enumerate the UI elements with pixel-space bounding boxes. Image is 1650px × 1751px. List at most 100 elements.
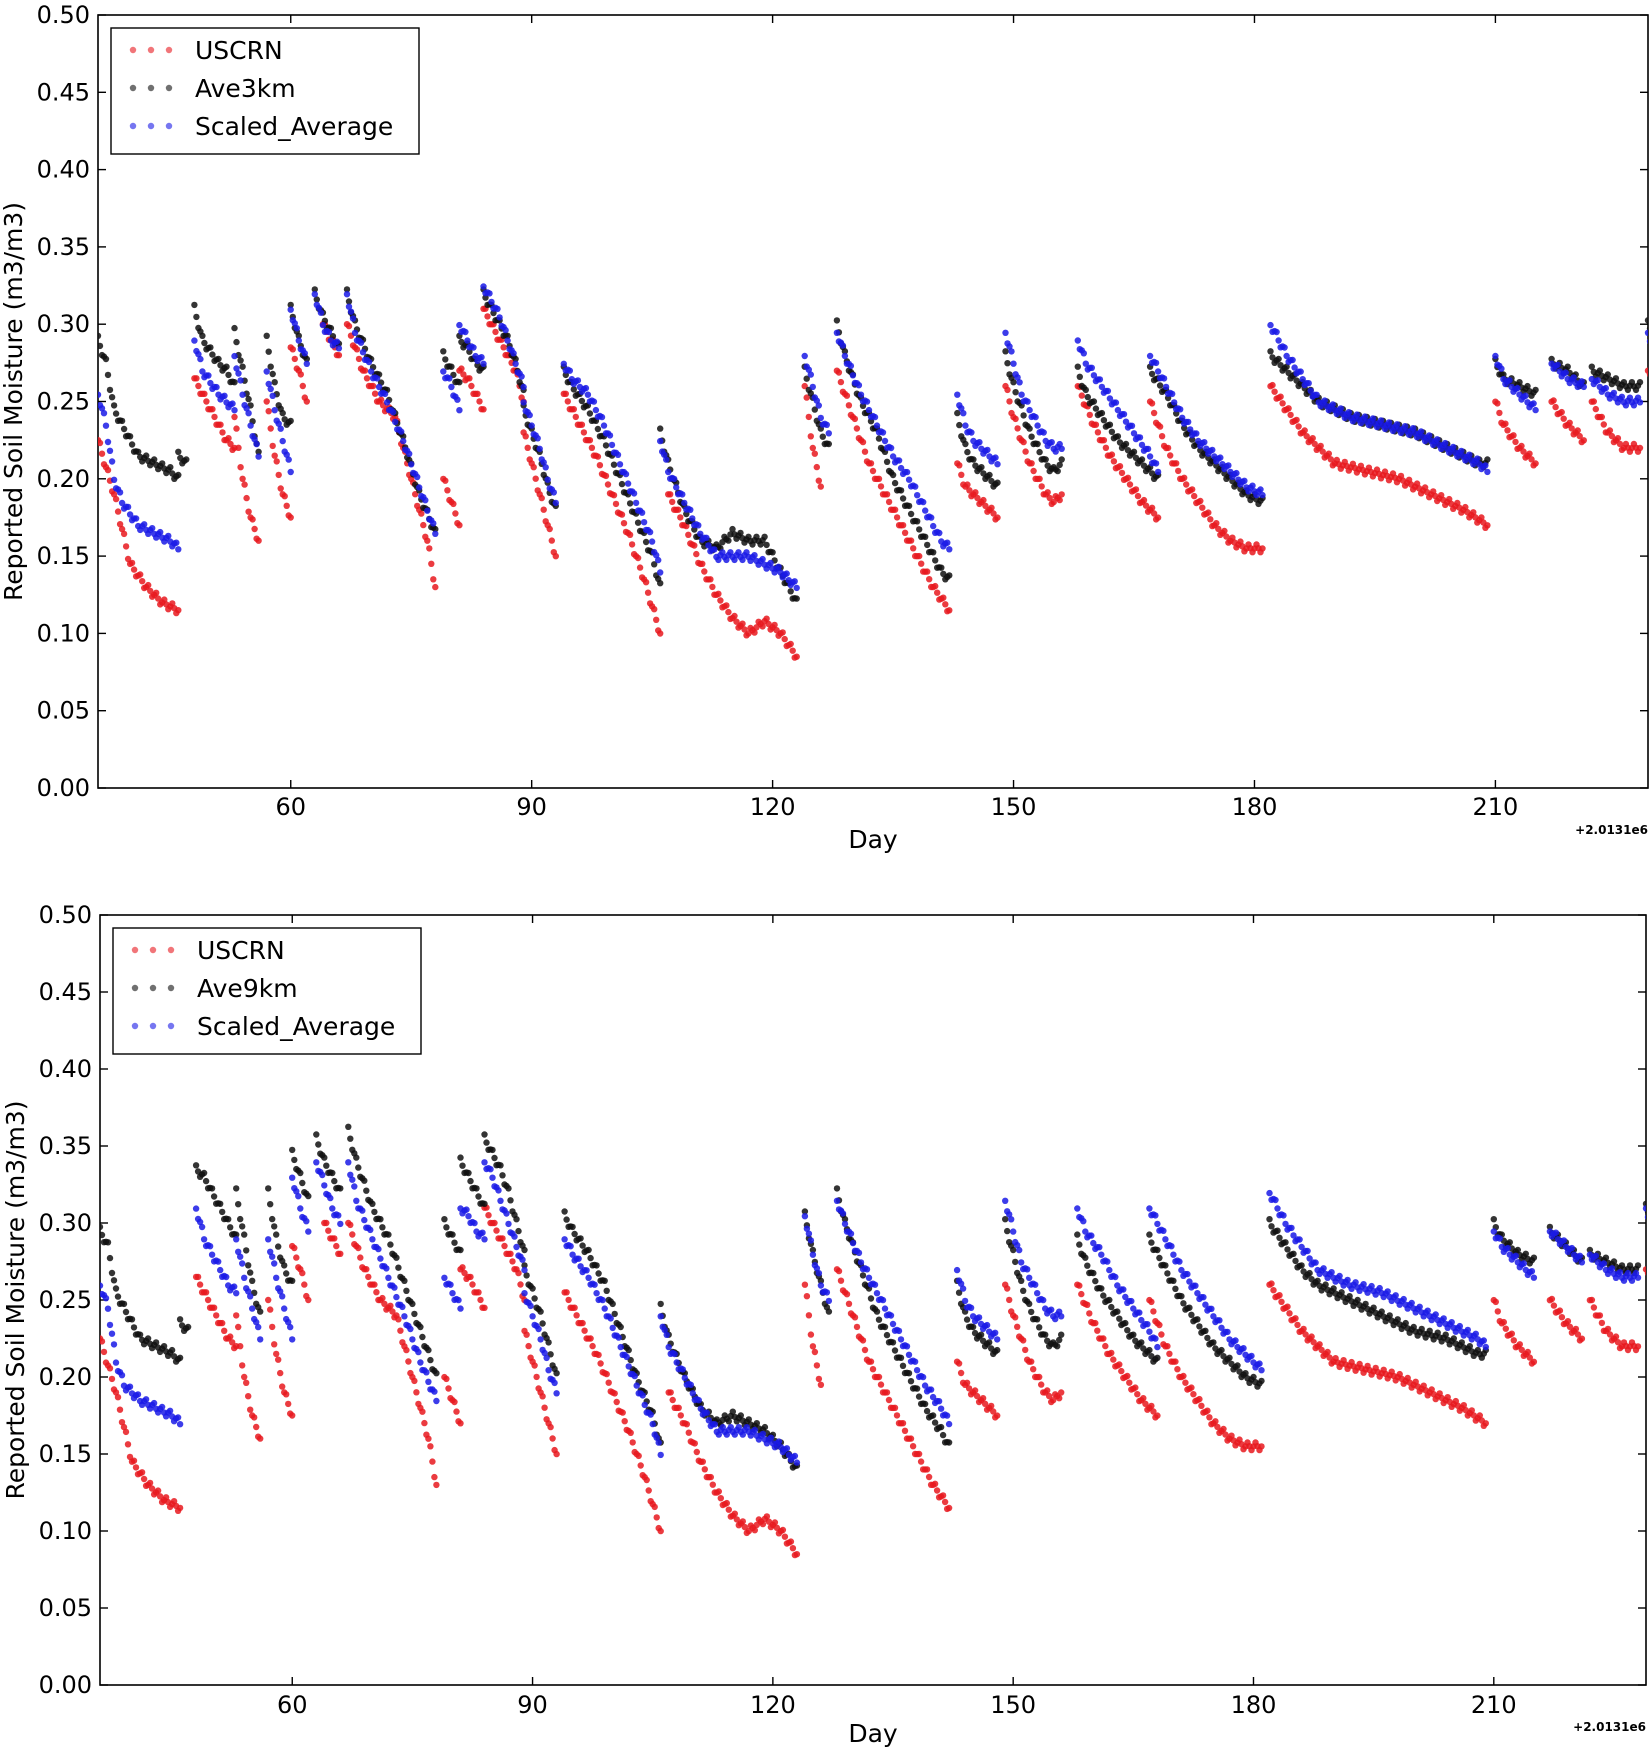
data-point xyxy=(245,410,252,417)
data-point xyxy=(1394,1316,1401,1323)
data-point xyxy=(192,1162,200,1169)
data-point xyxy=(245,508,252,515)
y-tick-label: 0.40 xyxy=(39,1055,92,1083)
data-point xyxy=(1179,414,1186,421)
data-point xyxy=(192,1205,200,1212)
data-point xyxy=(1100,1335,1107,1342)
data-point xyxy=(767,559,774,567)
data-point xyxy=(229,1339,236,1346)
data-point xyxy=(1201,439,1208,446)
data-point xyxy=(1248,1352,1255,1360)
data-point xyxy=(1268,1280,1275,1287)
y-tick-label: 0.25 xyxy=(39,1286,92,1314)
data-point xyxy=(646,528,654,536)
data-point xyxy=(587,1335,594,1342)
data-point xyxy=(936,529,943,537)
data-point xyxy=(275,1243,282,1250)
data-point xyxy=(1512,438,1519,446)
data-point xyxy=(1094,1327,1101,1334)
data-point xyxy=(408,461,415,468)
data-point xyxy=(1276,1292,1283,1299)
data-point xyxy=(963,1316,971,1323)
data-point xyxy=(1442,439,1449,447)
data-point xyxy=(426,545,433,552)
data-point xyxy=(624,480,632,487)
data-point xyxy=(1570,374,1577,381)
data-point xyxy=(1274,1227,1281,1234)
data-point xyxy=(391,1284,398,1291)
data-point xyxy=(176,1504,184,1512)
data-point xyxy=(1172,1358,1179,1365)
data-point xyxy=(833,329,841,336)
data-point xyxy=(471,1219,478,1227)
data-point xyxy=(357,339,365,346)
data-point xyxy=(901,529,909,536)
data-point xyxy=(243,1379,250,1386)
data-point xyxy=(237,1215,244,1223)
data-point xyxy=(1140,496,1148,504)
data-point xyxy=(801,1213,809,1220)
data-point xyxy=(255,537,262,544)
data-point xyxy=(1550,1302,1558,1309)
data-point xyxy=(148,1485,156,1492)
data-point xyxy=(377,396,385,403)
data-point xyxy=(1221,527,1228,535)
data-point xyxy=(277,1288,284,1295)
data-point xyxy=(1217,454,1224,461)
data-point xyxy=(697,530,704,537)
data-point xyxy=(100,410,108,417)
data-point xyxy=(709,583,716,591)
data-point xyxy=(501,1242,508,1250)
data-point xyxy=(1548,1295,1556,1303)
data-point xyxy=(347,1221,354,1229)
data-point xyxy=(905,502,913,510)
data-point xyxy=(1196,1395,1203,1403)
data-point xyxy=(1038,1381,1045,1388)
data-point xyxy=(657,569,664,576)
data-point xyxy=(809,444,816,452)
data-point xyxy=(1080,1218,1087,1225)
data-point xyxy=(1496,409,1503,417)
data-point xyxy=(897,464,905,472)
data-point xyxy=(1275,355,1282,363)
data-point xyxy=(1108,451,1116,458)
data-point xyxy=(549,1435,556,1442)
data-point xyxy=(510,350,517,357)
data-point xyxy=(707,576,714,583)
data-point xyxy=(562,390,569,397)
data-point xyxy=(219,429,226,436)
data-point xyxy=(1636,399,1644,406)
data-point xyxy=(529,1285,536,1292)
data-point xyxy=(1010,379,1017,386)
data-point xyxy=(1152,1212,1159,1219)
data-point xyxy=(1116,463,1124,470)
data-point xyxy=(377,1255,384,1262)
data-point xyxy=(451,1239,458,1246)
data-point xyxy=(632,499,640,507)
data-point xyxy=(229,400,236,407)
data-point xyxy=(223,363,230,370)
data-point xyxy=(552,499,559,507)
data-point xyxy=(699,560,706,567)
data-point xyxy=(1516,1341,1524,1348)
data-point xyxy=(625,1346,632,1354)
data-point xyxy=(653,552,660,559)
data-point xyxy=(691,542,698,549)
y-axis-title: Reported Soil Moisture (m3/m3) xyxy=(1,1100,30,1499)
data-point xyxy=(319,1171,326,1179)
legend-dot xyxy=(149,1022,157,1030)
data-point xyxy=(811,406,818,413)
legend-label: Ave9km xyxy=(197,974,298,1003)
data-point xyxy=(566,367,573,374)
data-point xyxy=(1644,1270,1646,1276)
data-point xyxy=(231,1283,238,1290)
data-point xyxy=(1058,456,1065,463)
data-point xyxy=(643,1476,650,1484)
data-point xyxy=(239,1362,246,1369)
legend-dot xyxy=(167,984,175,992)
data-point xyxy=(922,533,929,540)
data-point xyxy=(1138,441,1146,449)
data-point xyxy=(193,313,200,321)
data-point xyxy=(387,1241,394,1248)
data-point xyxy=(202,1289,210,1296)
